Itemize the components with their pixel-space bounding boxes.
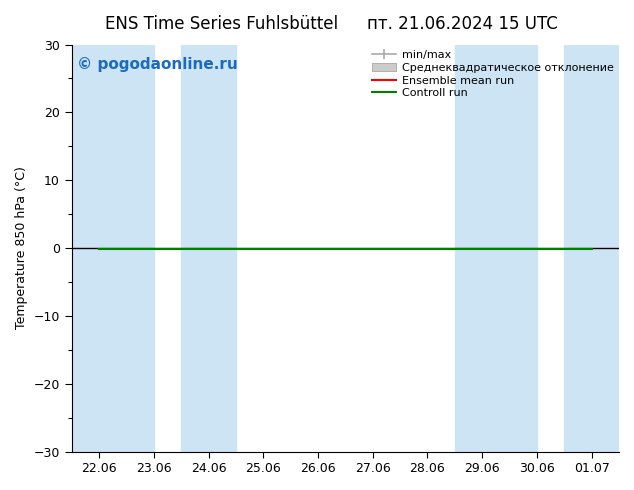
Y-axis label: Temperature 850 hPa (°C): Temperature 850 hPa (°C) xyxy=(15,167,28,329)
Bar xyxy=(72,45,154,452)
Text: ENS Time Series Fuhlsbüttel: ENS Time Series Fuhlsbüttel xyxy=(105,15,339,33)
Bar xyxy=(181,45,236,452)
Bar xyxy=(455,45,537,452)
Text: © pogodaonline.ru: © pogodaonline.ru xyxy=(77,57,238,72)
Legend: min/max, Среднеквадратическое отклонение, Ensemble mean run, Controll run: min/max, Среднеквадратическое отклонение… xyxy=(370,48,616,100)
Text: пт. 21.06.2024 15 UTC: пт. 21.06.2024 15 UTC xyxy=(368,15,558,33)
Bar xyxy=(564,45,619,452)
